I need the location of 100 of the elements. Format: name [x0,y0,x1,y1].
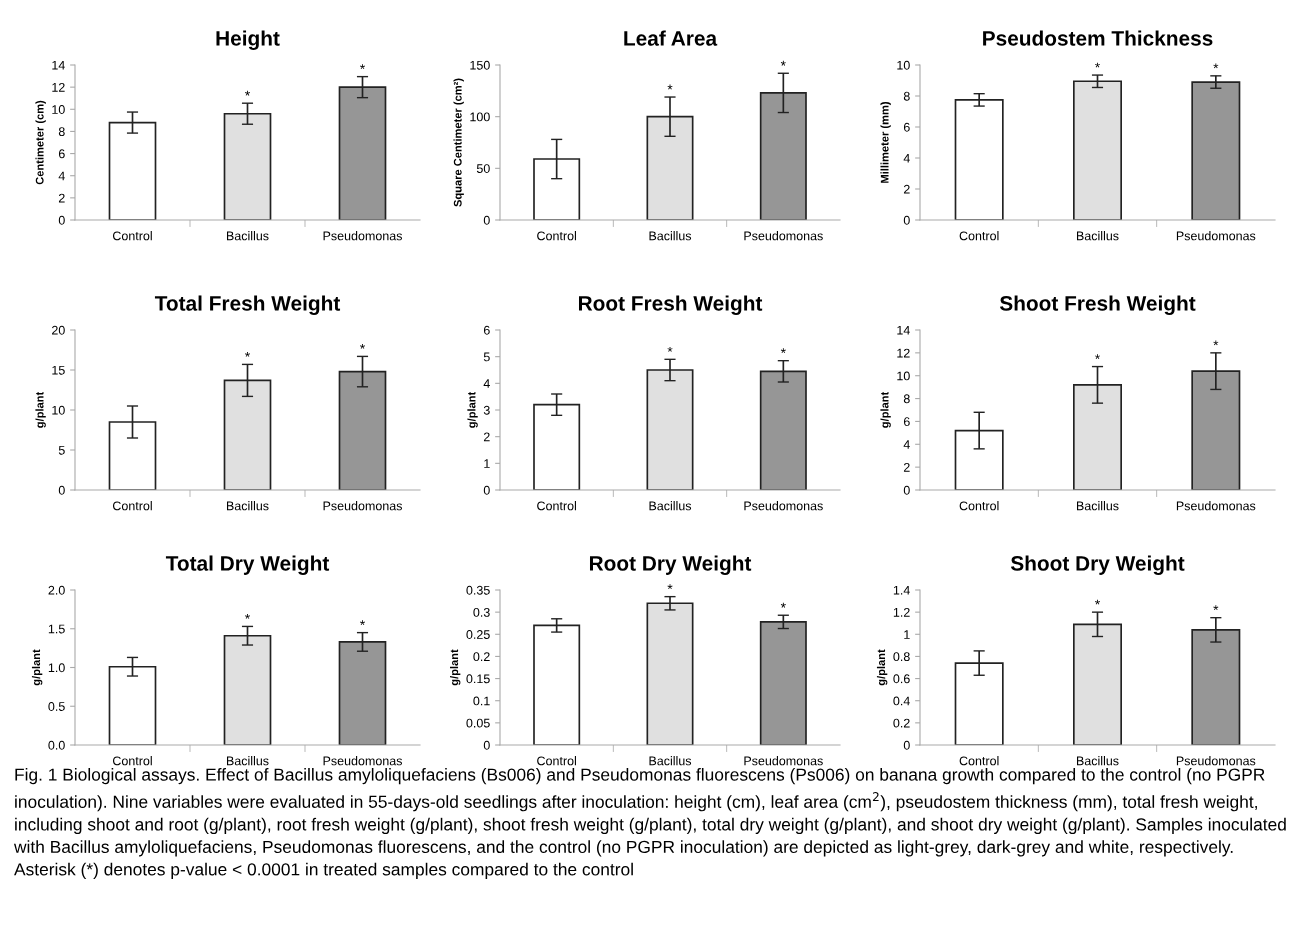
y-tick-label: 100 [470,112,490,122]
y-tick-label: 5 [58,445,65,455]
y-tick-label: 8 [58,127,65,137]
x-tick-label: Pseudomonas [744,756,823,766]
y-axis-title: g/plant [876,649,888,686]
x-tick-label: Control [112,756,152,766]
y-tick-label: 4 [483,379,490,388]
x-tick-label: Control [537,756,576,766]
y-tick-label: 2 [58,193,65,203]
y-tick-label: 0 [903,215,910,225]
y-tick-label: 0.3 [473,607,490,617]
x-tick-label: Pseudomonas [1176,756,1256,766]
chart-title: Total Dry Weight [165,555,330,575]
y-tick-label: 10 [52,105,65,114]
y-tick-label: 20 [52,325,65,335]
y-tick-label: 12 [897,348,910,358]
chart-title: Pseudostem Thickness [983,30,1213,46]
y-tick-label: 1.5 [48,624,65,634]
x-tick-label: Control [959,756,999,766]
annotation: * [360,343,365,349]
x-tick-label: Bacillus [226,501,269,511]
x-tick-label: Bacillus [226,756,269,766]
y-tick-label: 0.2 [473,652,490,662]
y-tick-label: 0 [58,485,65,495]
x-tick-label: Bacillus [649,756,692,766]
chart-title: Root Dry Weight [589,555,752,575]
y-tick-label: 0.4 [893,696,910,706]
y-tick-label: 0.35 [466,585,490,595]
x-tick-label: Pseudomonas [1176,231,1256,241]
annotation: * [667,84,673,90]
x-tick-label: Bacillus [1076,231,1119,241]
y-tick-label: 4 [903,440,910,449]
y-tick-label: 2 [903,462,910,472]
annotation: * [1213,605,1219,611]
y-tick-label: 6 [903,122,910,132]
y-tick-label: 4 [903,153,910,163]
annotation: * [667,346,673,352]
y-axis-title: g/plant [449,649,461,686]
y-tick-label: 0 [903,740,910,750]
y-tick-label: 8 [903,91,910,101]
annotation: * [780,60,786,66]
annotation: * [245,90,250,96]
y-tick-label: 0 [903,485,910,495]
chart-title: Root Fresh Weight [579,295,763,315]
y-tick-label: 14 [897,325,910,335]
x-tick-label: Bacillus [1076,756,1119,766]
x-tick-label: Control [112,501,152,511]
chart-title: Height [216,30,280,50]
y-tick-label: 12 [52,82,65,92]
y-tick-label: 1.2 [893,607,910,617]
annotation: * [245,613,250,619]
annotation: * [1213,340,1219,346]
y-axis-title: Square Centimeter (cm²) [453,78,464,207]
annotation: * [1095,354,1100,360]
y-axis-title: g/plant [880,391,891,428]
annotation: * [360,64,365,70]
annotation: * [1095,62,1100,68]
y-tick-label: 2 [903,184,910,194]
y-tick-label: 0.2 [893,718,910,728]
y-tick-label: 14 [52,60,65,70]
y-tick-label: 0.6 [893,674,910,684]
y-tick-label: 50 [476,164,490,173]
y-tick-label: 0.1 [473,696,490,706]
y-tick-label: 0.25 [466,630,490,639]
annotation: * [1213,63,1219,69]
y-tick-label: 2.0 [48,585,65,595]
y-axis-title: g/plant [35,391,46,428]
y-tick-label: 6 [483,325,490,335]
y-tick-label: 0.5 [48,702,65,711]
y-tick-label: 1.4 [893,585,910,595]
y-tick-label: 1 [484,459,490,468]
annotation: * [360,620,365,626]
y-tick-label: 4 [58,171,65,181]
x-tick-label: Pseudomonas [744,231,823,241]
x-tick-label: Control [537,231,576,241]
y-tick-label: 2 [483,432,490,442]
x-tick-label: Control [959,231,999,241]
y-axis-title: g/plant [31,649,43,686]
y-tick-label: 1 [904,630,910,639]
bar [1191,81,1241,220]
annotation: * [667,584,673,590]
y-tick-label: 1.0 [48,663,65,673]
y-axis-title: Millimeter (mm) [880,102,891,183]
y-axis-title: Centimeter (cm) [35,100,46,185]
y-tick-label: 0 [58,215,65,225]
annotation: * [1095,599,1100,605]
chart-title: Shoot Dry Weight [1010,555,1185,575]
x-tick-label: Control [959,501,999,511]
x-tick-label: Pseudomonas [323,756,403,766]
y-tick-label: 0.8 [893,652,910,662]
y-tick-label: 10 [897,60,910,70]
x-tick-label: Pseudomonas [323,231,403,241]
annotation: * [245,351,250,357]
bar [1072,80,1123,220]
x-tick-label: Bacillus [649,501,692,511]
y-tick-label: 8 [903,394,910,404]
x-tick-label: Control [112,231,152,241]
x-tick-label: Bacillus [226,231,269,241]
annotation: * [780,602,786,608]
x-tick-label: Pseudomonas [1176,501,1256,511]
